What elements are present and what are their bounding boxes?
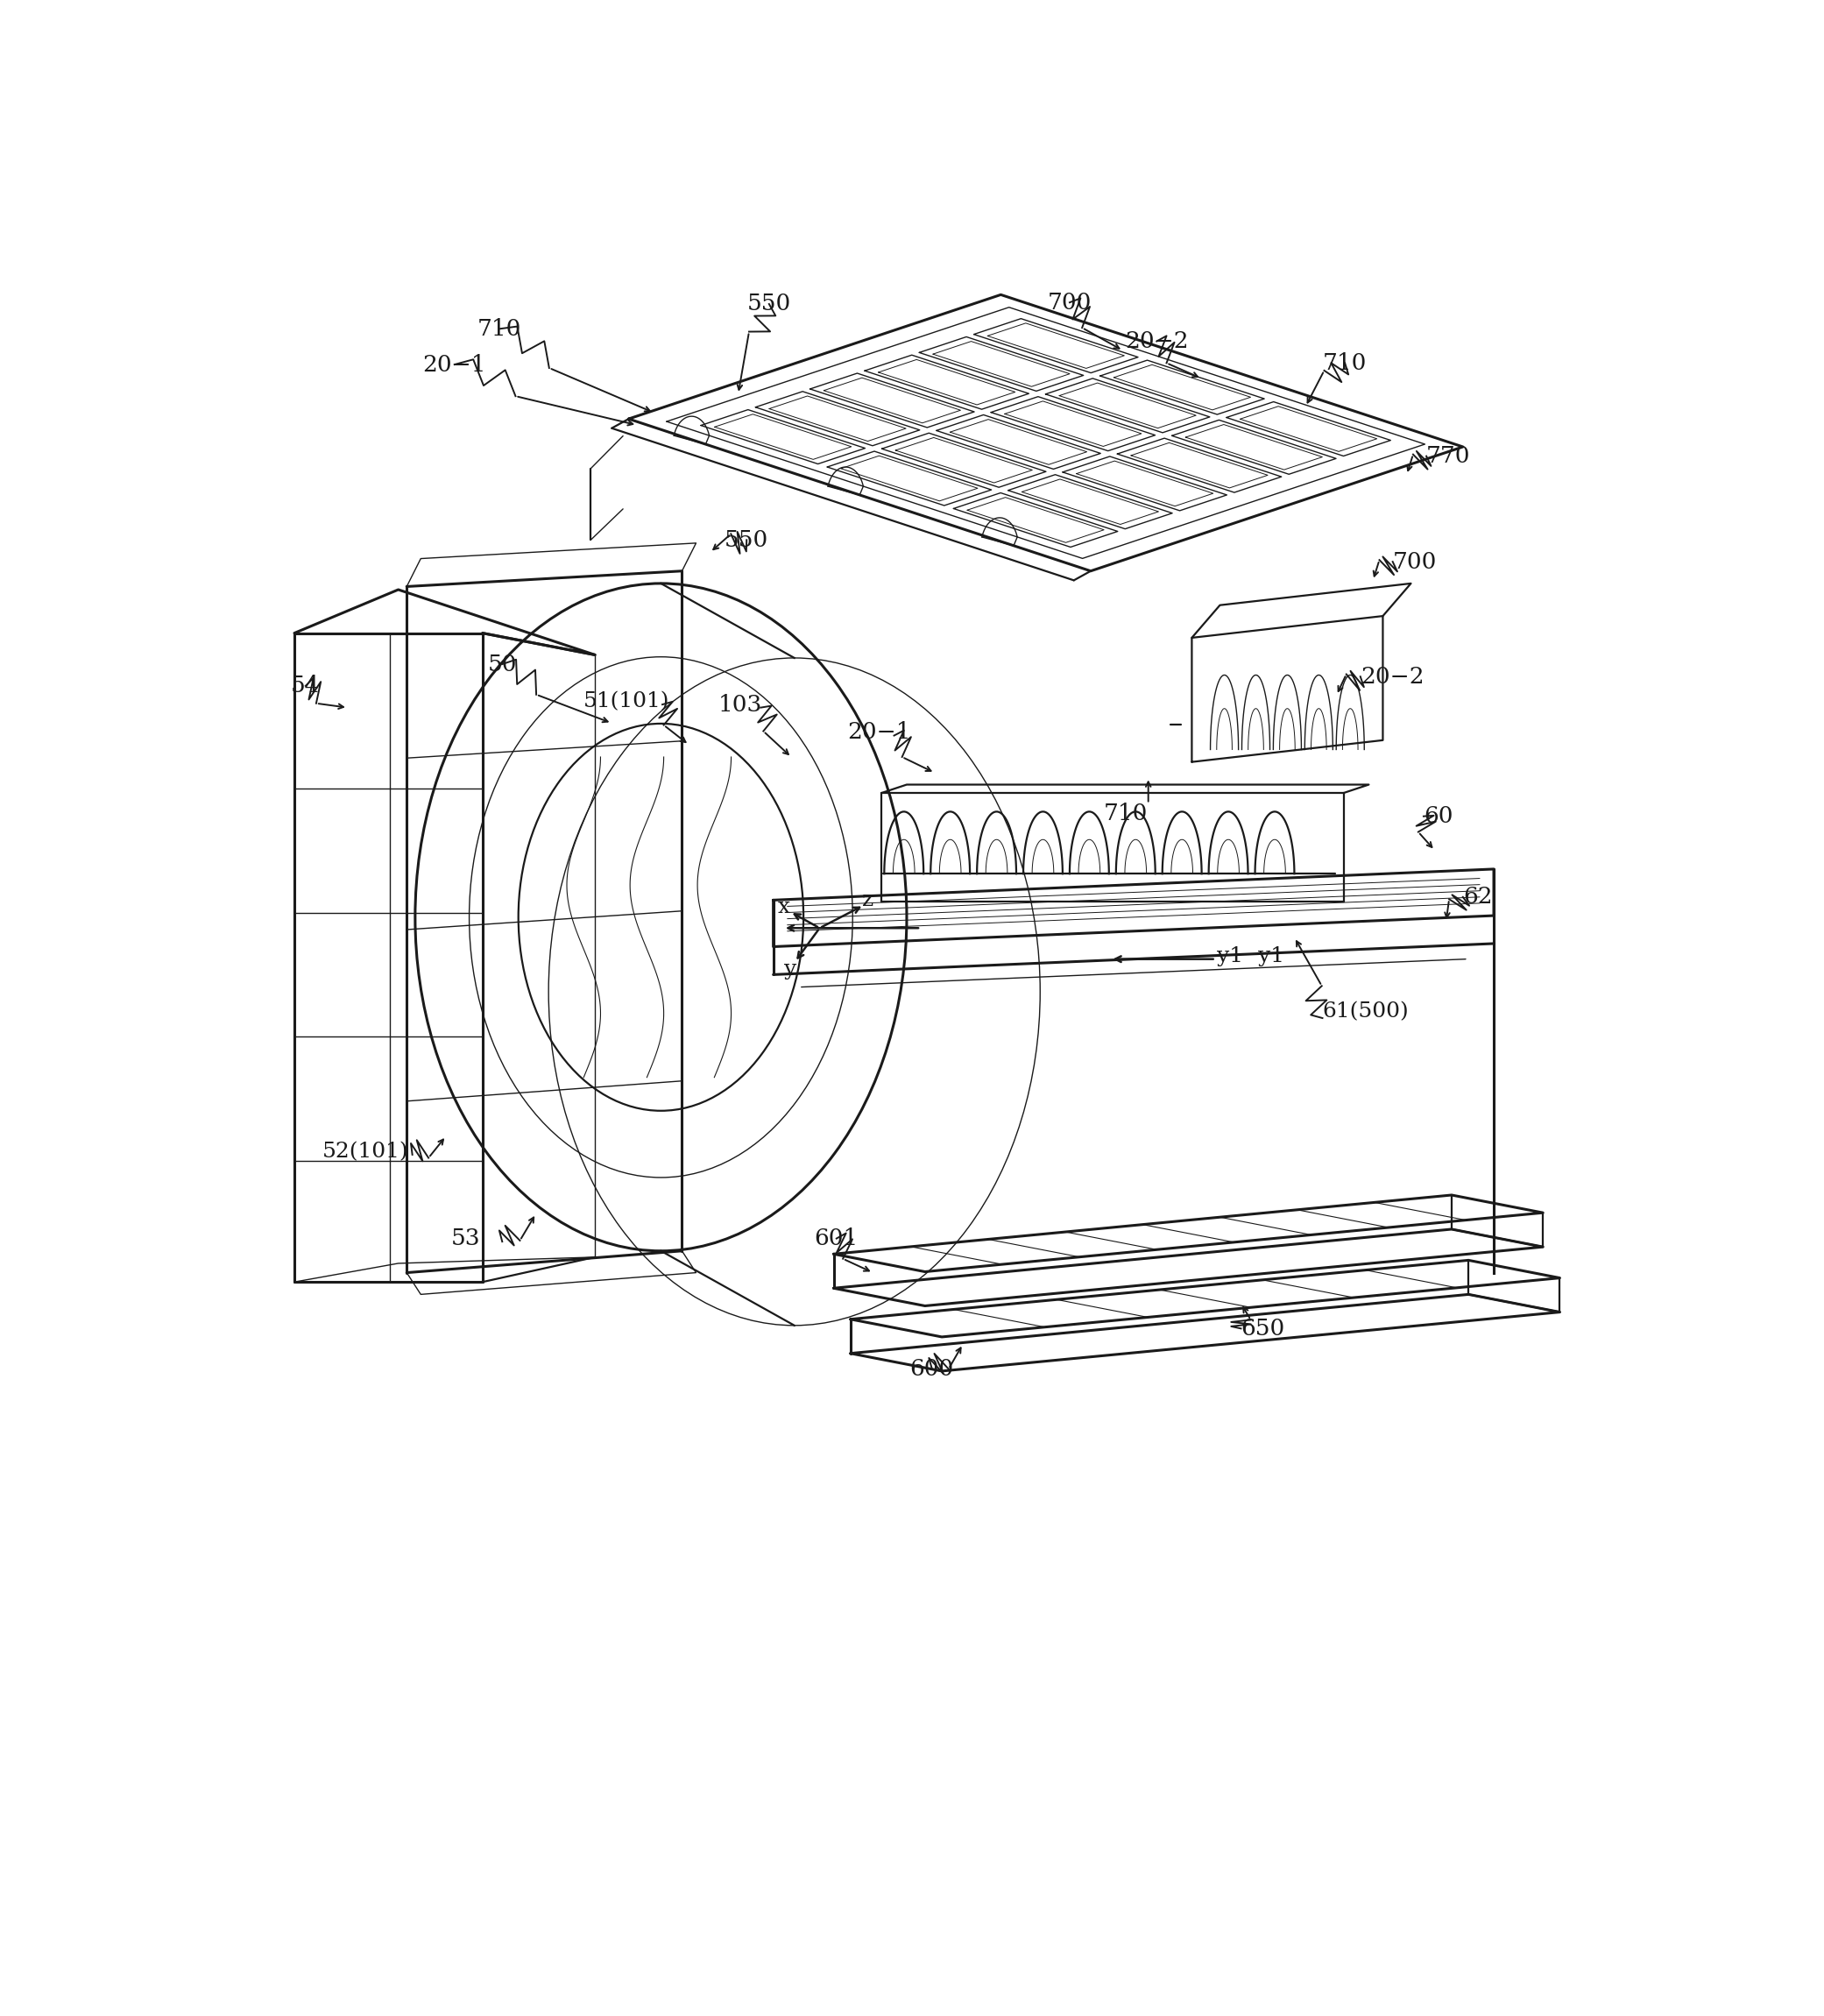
Text: y1: y1 bbox=[1217, 946, 1242, 966]
Text: 600: 600 bbox=[910, 1359, 954, 1379]
Text: 700: 700 bbox=[1394, 550, 1437, 573]
Text: 710: 710 bbox=[1322, 353, 1366, 373]
Text: 51(101): 51(101) bbox=[584, 691, 669, 712]
Text: 52(101): 52(101) bbox=[323, 1141, 409, 1161]
Text: 710: 710 bbox=[478, 319, 522, 341]
Text: 53: 53 bbox=[451, 1228, 480, 1250]
Text: 550: 550 bbox=[724, 528, 768, 550]
Text: 20−1: 20−1 bbox=[848, 722, 912, 744]
Text: 710: 710 bbox=[1104, 802, 1147, 825]
Text: z: z bbox=[863, 891, 874, 911]
Text: 62: 62 bbox=[1463, 887, 1492, 907]
Text: 61(500): 61(500) bbox=[1322, 1002, 1408, 1022]
Text: 20−2: 20−2 bbox=[1125, 331, 1189, 353]
Text: 770: 770 bbox=[1426, 446, 1470, 468]
Text: x: x bbox=[779, 897, 790, 917]
Text: 60: 60 bbox=[1423, 804, 1454, 827]
Text: y: y bbox=[784, 960, 797, 980]
Text: y1: y1 bbox=[1259, 946, 1284, 966]
Text: 20−2: 20−2 bbox=[1361, 665, 1425, 687]
Text: 700: 700 bbox=[1047, 292, 1093, 312]
Text: 20−1: 20−1 bbox=[423, 353, 487, 375]
Text: 650: 650 bbox=[1240, 1318, 1284, 1339]
Text: 54: 54 bbox=[290, 675, 321, 698]
Text: 50: 50 bbox=[487, 653, 516, 675]
Text: 550: 550 bbox=[748, 292, 792, 314]
Text: 103: 103 bbox=[719, 694, 762, 716]
Text: 601: 601 bbox=[815, 1228, 859, 1250]
